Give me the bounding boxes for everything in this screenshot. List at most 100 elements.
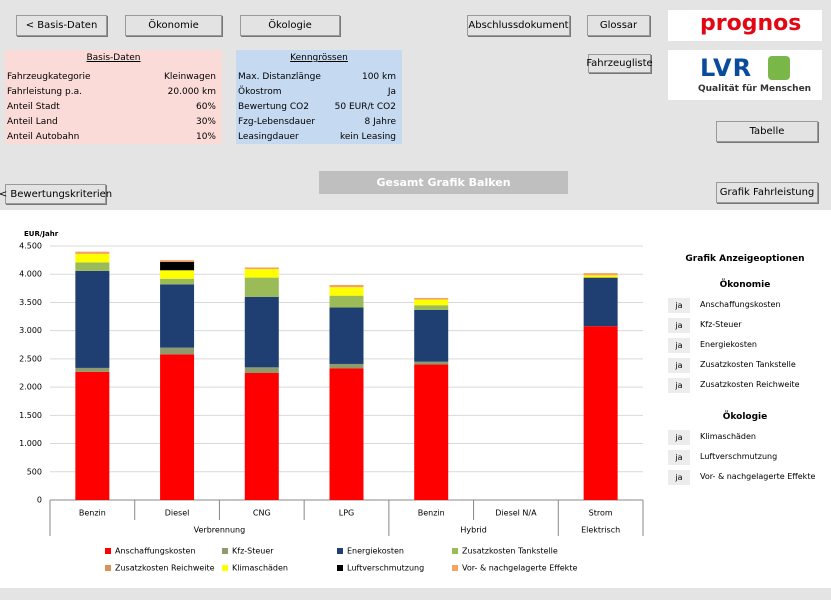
legend-swatch (222, 565, 228, 571)
option-toggle[interactable]: ja (668, 430, 690, 445)
y-tick-label: 2.500 (19, 354, 42, 363)
panel-title: Basis-Daten (86, 53, 141, 63)
legend-swatch (452, 548, 458, 554)
group-label: Verbrennung (194, 526, 246, 535)
row-key: Anteil Stadt (7, 102, 60, 112)
row-value: 100 km (361, 72, 396, 82)
button[interactable]: Grafik Fahrleistung (716, 182, 818, 203)
x-tick-label: Benzin (79, 509, 106, 518)
bar-segment (244, 367, 279, 373)
row-value: 30% (195, 117, 216, 127)
y-tick-label: 2.000 (19, 383, 42, 392)
option-toggle[interactable]: ja (668, 378, 690, 393)
bar-segment (414, 309, 449, 362)
bar-segment (75, 371, 110, 500)
logo-claim: Qualität für Menschen (698, 84, 812, 94)
chart: EUR/Jahr 0 500 1.000 1.500 2.000 2.500 3.000 3.… (19, 230, 644, 573)
y-tick-label: 4.500 (19, 242, 42, 251)
legend-swatch (105, 565, 111, 571)
row-value: kein Leasing (339, 132, 396, 142)
legend-label: Zusatzkosten Tankstelle (462, 547, 558, 556)
row-value: Ja (387, 87, 396, 97)
bar-segment (414, 299, 449, 306)
legend-label: Luftverschmutzung (347, 564, 424, 573)
option-label: Klimaschäden (700, 432, 756, 441)
x-tick-label: CNG (253, 509, 271, 518)
bar-segment (414, 364, 449, 500)
bar-segment (75, 367, 110, 372)
legend-label: Klimaschäden (232, 564, 288, 573)
bar-segment (329, 295, 364, 308)
panel-row: Fahrzeugkategorie Kleinwagen (7, 72, 216, 82)
group-label: Elektrisch (581, 526, 620, 535)
row-key: Fzg-Lebensdauer (238, 117, 316, 127)
y-tick-label: 1.000 (19, 439, 42, 448)
options-panel: Grafik Anzeigeoptionen Ökonomie ja Anschaf… (660, 210, 830, 510)
bar-segment (244, 267, 279, 270)
bar-segment (160, 347, 195, 355)
option-label: Vor- & nachgelagerte Effekte (700, 472, 816, 481)
option-toggle[interactable]: ja (668, 358, 690, 373)
button[interactable]: Ökologie (240, 15, 340, 36)
legend-label: Kfz-Steuer (232, 547, 274, 556)
bar-segment (414, 305, 449, 310)
option-toggle[interactable]: ja (668, 450, 690, 465)
bar-segment (75, 251, 110, 254)
legend-label: Vor- & nachgelagerte Effekte (462, 564, 577, 573)
row-value: Kleinwagen (164, 72, 216, 82)
legend-swatch (105, 548, 111, 554)
panel-row: Anteil Stadt 60% (7, 102, 216, 112)
bar-segment (160, 278, 195, 285)
bar-segment (244, 373, 279, 500)
options-group-title: Ökologie (722, 412, 768, 422)
option-label: Luftverschmutzung (700, 452, 778, 461)
legend-swatch (222, 548, 228, 554)
options-group-title: Ökonomie (719, 280, 771, 290)
option-toggle[interactable]: ja (668, 338, 690, 353)
logo-lvr: LVR (700, 54, 753, 82)
bar-segment (329, 368, 364, 500)
bar-segment (244, 296, 279, 368)
y-tick-label: 0 (37, 496, 42, 505)
panel-row: Fahrleistung p.a. 20.000 km (7, 87, 216, 97)
row-value: 10% (195, 132, 216, 142)
bar-segment (329, 287, 364, 296)
button[interactable]: Ökonomie (125, 15, 222, 36)
legend-swatch (452, 565, 458, 571)
bar-segment (583, 273, 618, 276)
option-toggle[interactable]: ja (668, 470, 690, 485)
bar-segment (414, 361, 449, 365)
button[interactable]: Tabelle (716, 121, 818, 142)
button[interactable]: Abschlussdokument (467, 15, 570, 36)
bar-segment (160, 354, 195, 500)
button[interactable]: < Basis-Daten (16, 15, 107, 36)
button[interactable]: < Bewertungskriterien (0, 184, 112, 204)
button[interactable]: Glossar (587, 15, 650, 36)
row-value: 60% (195, 102, 216, 112)
panel-row: Bewertung CO2 50 EUR/t CO2 (238, 102, 396, 112)
bar-segment (329, 284, 364, 288)
button[interactable]: Fahrzeugliste (586, 54, 653, 73)
bar-segment (244, 269, 279, 278)
panel-row: Max. Distanzlänge 100 km (238, 72, 396, 82)
bar-segment (75, 270, 110, 368)
bar-segment (583, 277, 618, 327)
row-key: Ökostrom (238, 87, 282, 97)
option-label: Energiekosten (700, 340, 757, 349)
row-key: Leasingdauer (238, 132, 299, 142)
bar-segment (329, 363, 364, 369)
option-toggle[interactable]: ja (668, 318, 690, 333)
option-label: Kfz-Steuer (700, 320, 742, 329)
x-tick-label: Diesel N/A (495, 509, 537, 518)
kenn-panel: Kenngrössen Max. Distanzlänge 100 km Ökost… (236, 50, 402, 144)
y-tick-label: 3.000 (19, 326, 42, 335)
option-toggle[interactable]: ja (668, 298, 690, 313)
y-tick-label: 1.500 (19, 411, 42, 420)
legend-label: Anschaffungskosten (115, 547, 196, 556)
option-label: Anschaffungskosten (700, 300, 781, 309)
row-key: Fahrzeugkategorie (7, 72, 91, 82)
logo-prognos: prognos (700, 11, 802, 36)
row-value: 20.000 km (167, 87, 216, 97)
option-label: Zusatzkosten Tankstelle (700, 360, 796, 369)
bar-segment (75, 253, 110, 263)
